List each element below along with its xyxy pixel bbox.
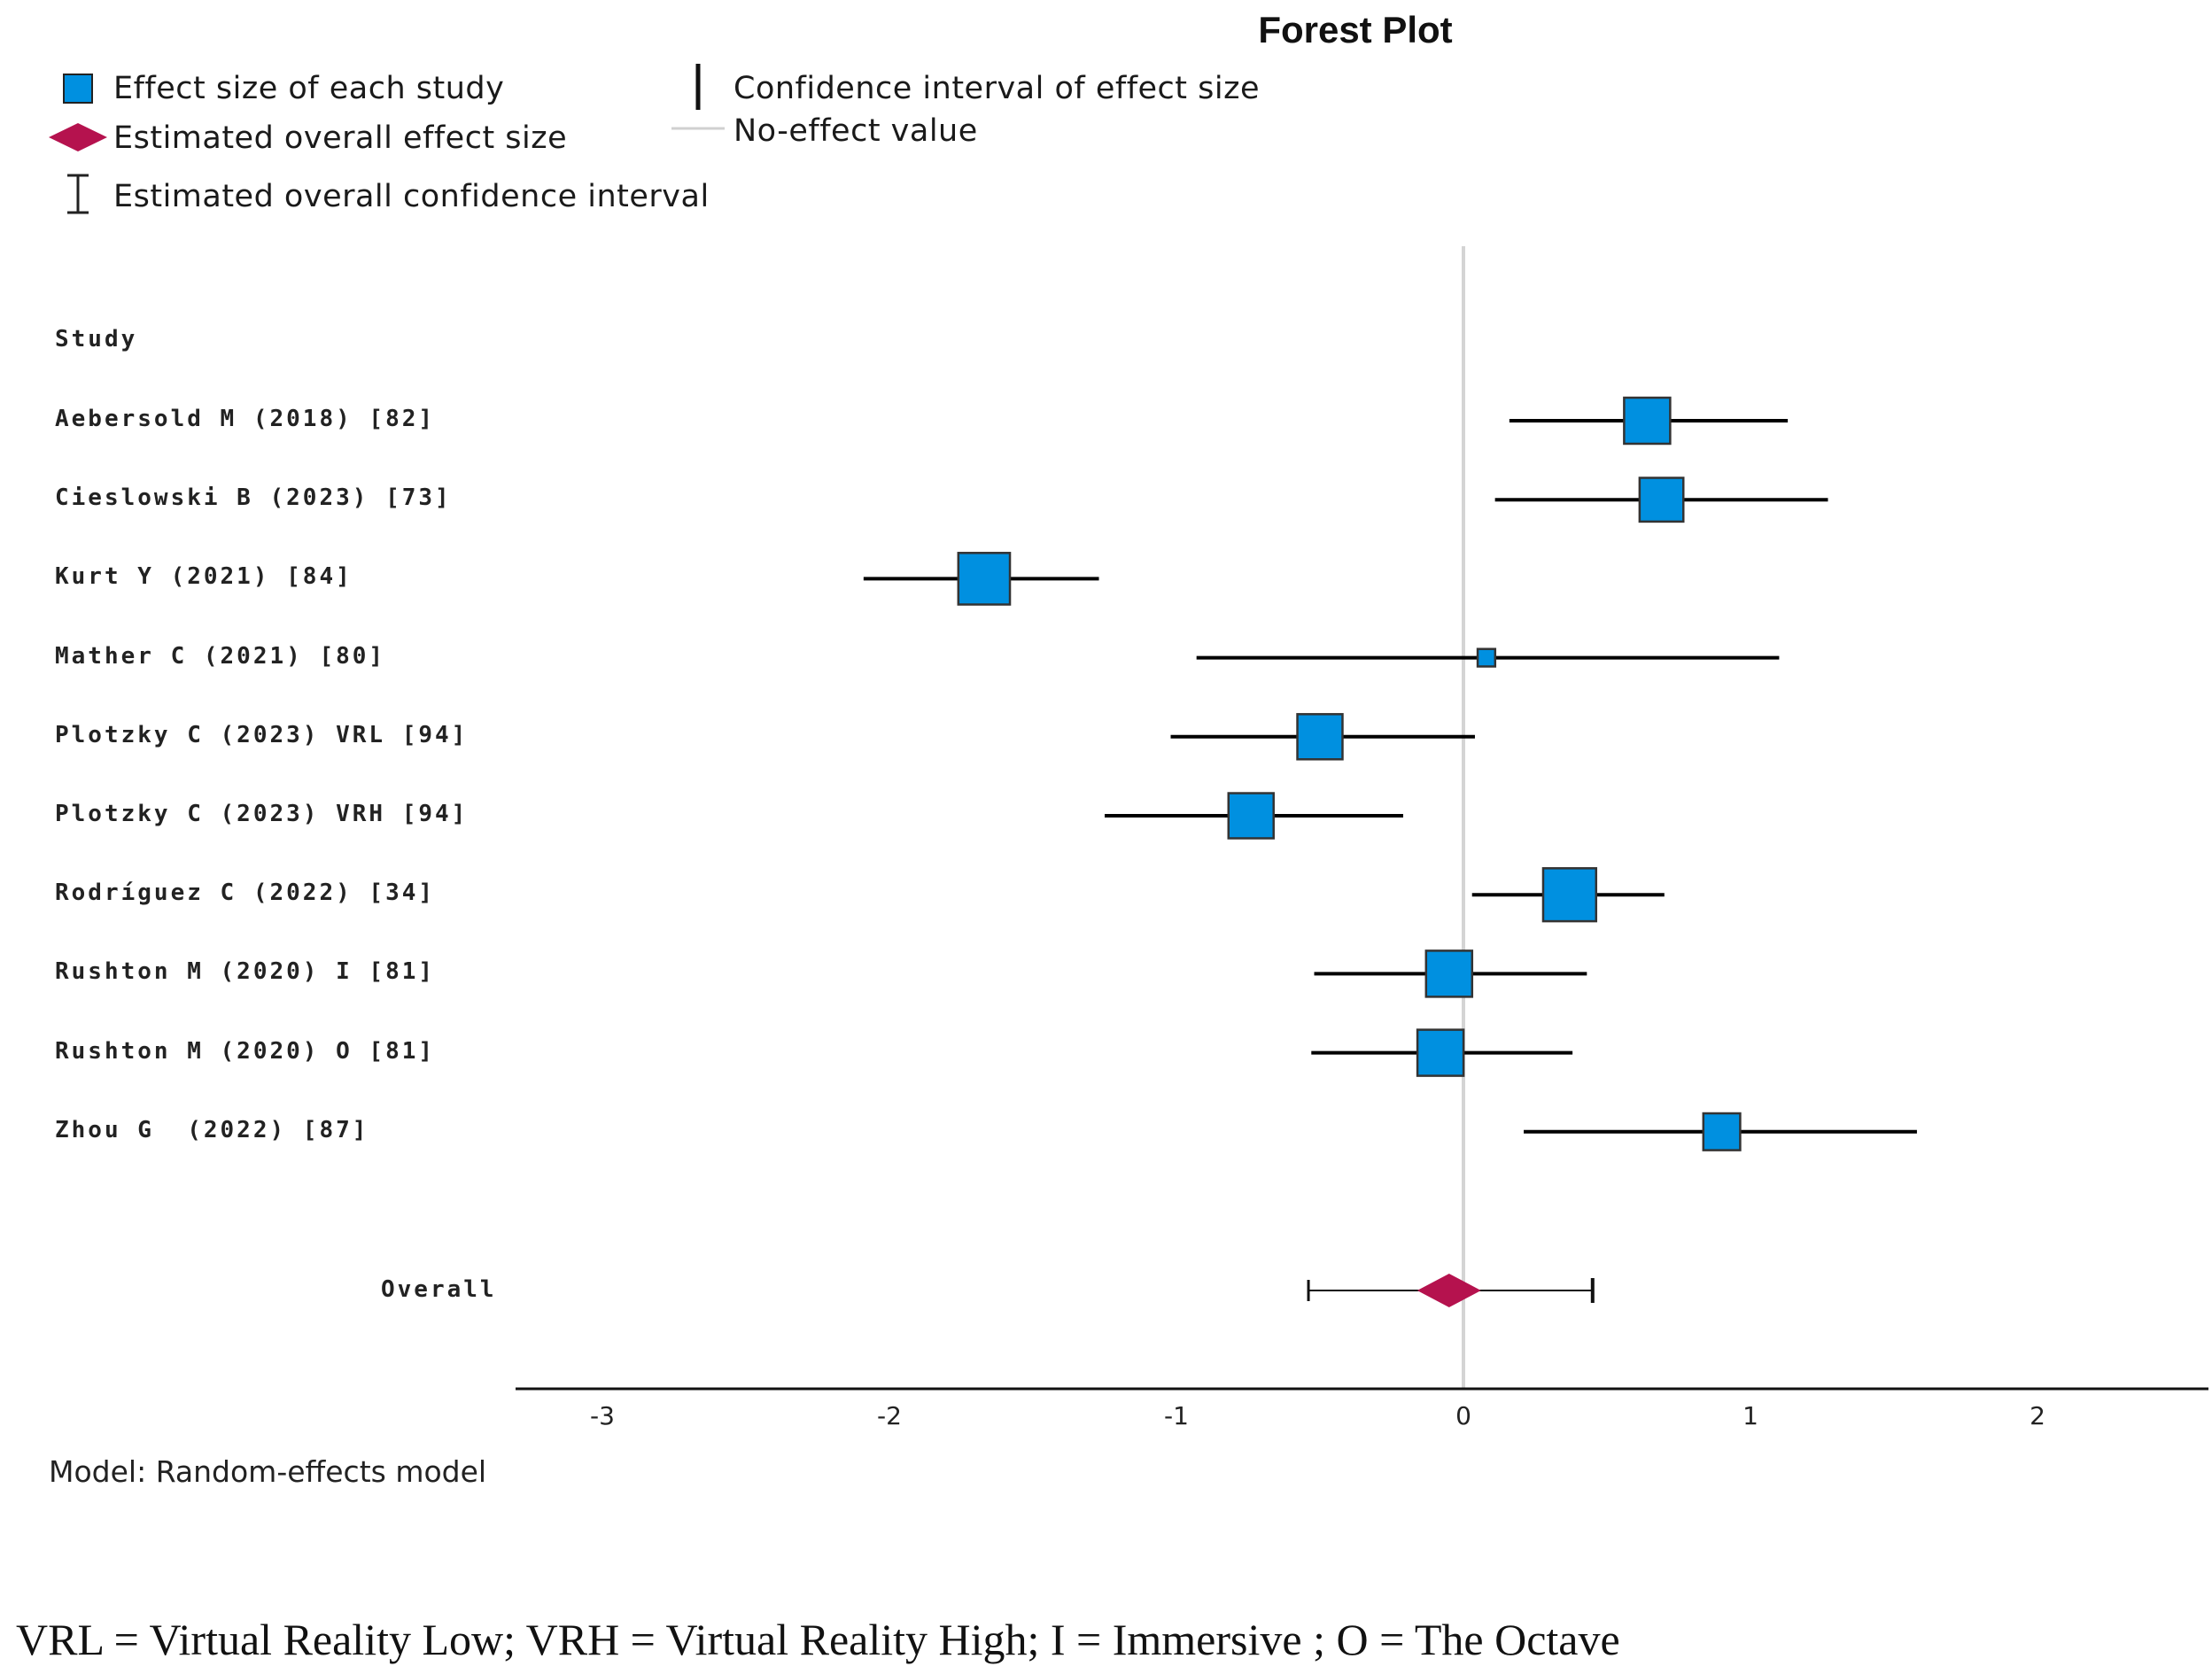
effect-square [1424, 949, 1474, 998]
effect-square [1541, 867, 1598, 923]
overall-label: Overall [381, 1276, 497, 1303]
study-label: Aebersold M (2018) [82] [55, 406, 436, 432]
legend-no-effect-label: No-effect value [733, 113, 978, 149]
effect-square [1623, 396, 1672, 446]
effect-square [957, 552, 1012, 606]
x-tick-label: -3 [590, 1401, 615, 1430]
study-label: Plotzky C (2023) VRH [94] [55, 801, 469, 827]
effect-square [1416, 1028, 1465, 1077]
effect-square [1476, 647, 1497, 668]
legend-overall-ci-label: Estimated overall confidence interval [113, 179, 710, 214]
study-label: Mather C (2021) [80] [55, 642, 386, 670]
legend-square-icon [63, 74, 93, 104]
legend [49, 64, 725, 214]
study-column-header: Study [55, 326, 138, 353]
overall-diamond [1416, 1274, 1481, 1307]
study-label: Kurt Y (2021) [84] [55, 563, 353, 591]
x-tick-label: 1 [1742, 1401, 1758, 1430]
footnote: VRL = Virtual Reality Low; VRH = Virtual… [16, 1615, 1620, 1664]
effect-square [1227, 792, 1275, 840]
legend-diamond-icon [49, 123, 107, 151]
effect-square [1638, 477, 1685, 523]
model-note: Model: Random-effects model [49, 1454, 487, 1489]
legend-overall-ci-icon [67, 174, 89, 214]
study-label: Rodríguez C (2022) [34] [55, 880, 436, 907]
effect-square [1296, 713, 1344, 761]
legend-ci-label: Confidence interval of effect size [733, 71, 1261, 106]
study-label: Cieslowski B (2023) [73] [55, 484, 452, 512]
study-label: Rushton M (2020) I [81] [55, 958, 436, 986]
x-tick-label: -1 [1164, 1401, 1189, 1430]
study-label: Plotzky C (2023) VRL [94] [55, 721, 469, 748]
x-tick-label: 2 [2030, 1401, 2045, 1430]
x-tick-label: -2 [877, 1401, 902, 1430]
x-tick-label: 0 [1455, 1401, 1471, 1430]
study-label: Rushton M (2020) O [81] [55, 1037, 436, 1065]
study-label: Zhou G (2022) [87] [55, 1116, 369, 1143]
effect-square [1702, 1112, 1742, 1151]
legend-effect-size-label: Effect size of each study [113, 71, 505, 106]
chart-title: Forest Plot [1258, 9, 1453, 50]
legend-overall-effect-label: Estimated overall effect size [113, 120, 568, 156]
